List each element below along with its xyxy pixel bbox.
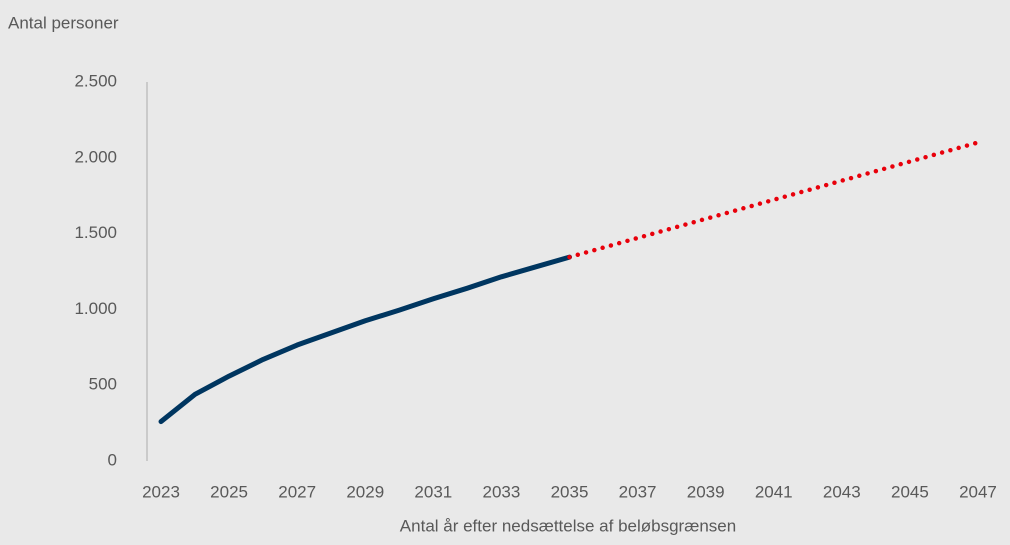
- y-tick-label: 1.500: [74, 223, 117, 242]
- x-tick-label: 2029: [346, 482, 384, 501]
- x-tick-label: 2037: [619, 482, 657, 501]
- x-tick-label: 2033: [483, 482, 521, 501]
- y-tick-label: 1.000: [74, 299, 117, 318]
- x-tick-label: 2047: [959, 482, 997, 501]
- x-tick-label: 2035: [551, 482, 589, 501]
- x-tick-label: 2023: [142, 482, 180, 501]
- x-tick-label: 2025: [210, 482, 248, 501]
- x-tick-label: 2031: [414, 482, 452, 501]
- y-tick-label: 2.000: [74, 147, 117, 166]
- y-axis-title: Antal personer: [8, 13, 119, 32]
- x-tick-label: 2041: [755, 482, 793, 501]
- x-tick-label: 2039: [687, 482, 725, 501]
- x-tick-label: 2045: [891, 482, 929, 501]
- x-tick-label: 2027: [278, 482, 316, 501]
- y-tick-label: 2.500: [74, 71, 117, 90]
- y-tick-label: 0: [108, 450, 117, 469]
- series-line: [158, 254, 572, 425]
- x-tick-label: 2043: [823, 482, 861, 501]
- y-tick-label: 500: [89, 375, 117, 394]
- x-axis-title: Antal år efter nedsættelse af beløbsgræn…: [400, 516, 736, 535]
- series-line: [567, 140, 981, 260]
